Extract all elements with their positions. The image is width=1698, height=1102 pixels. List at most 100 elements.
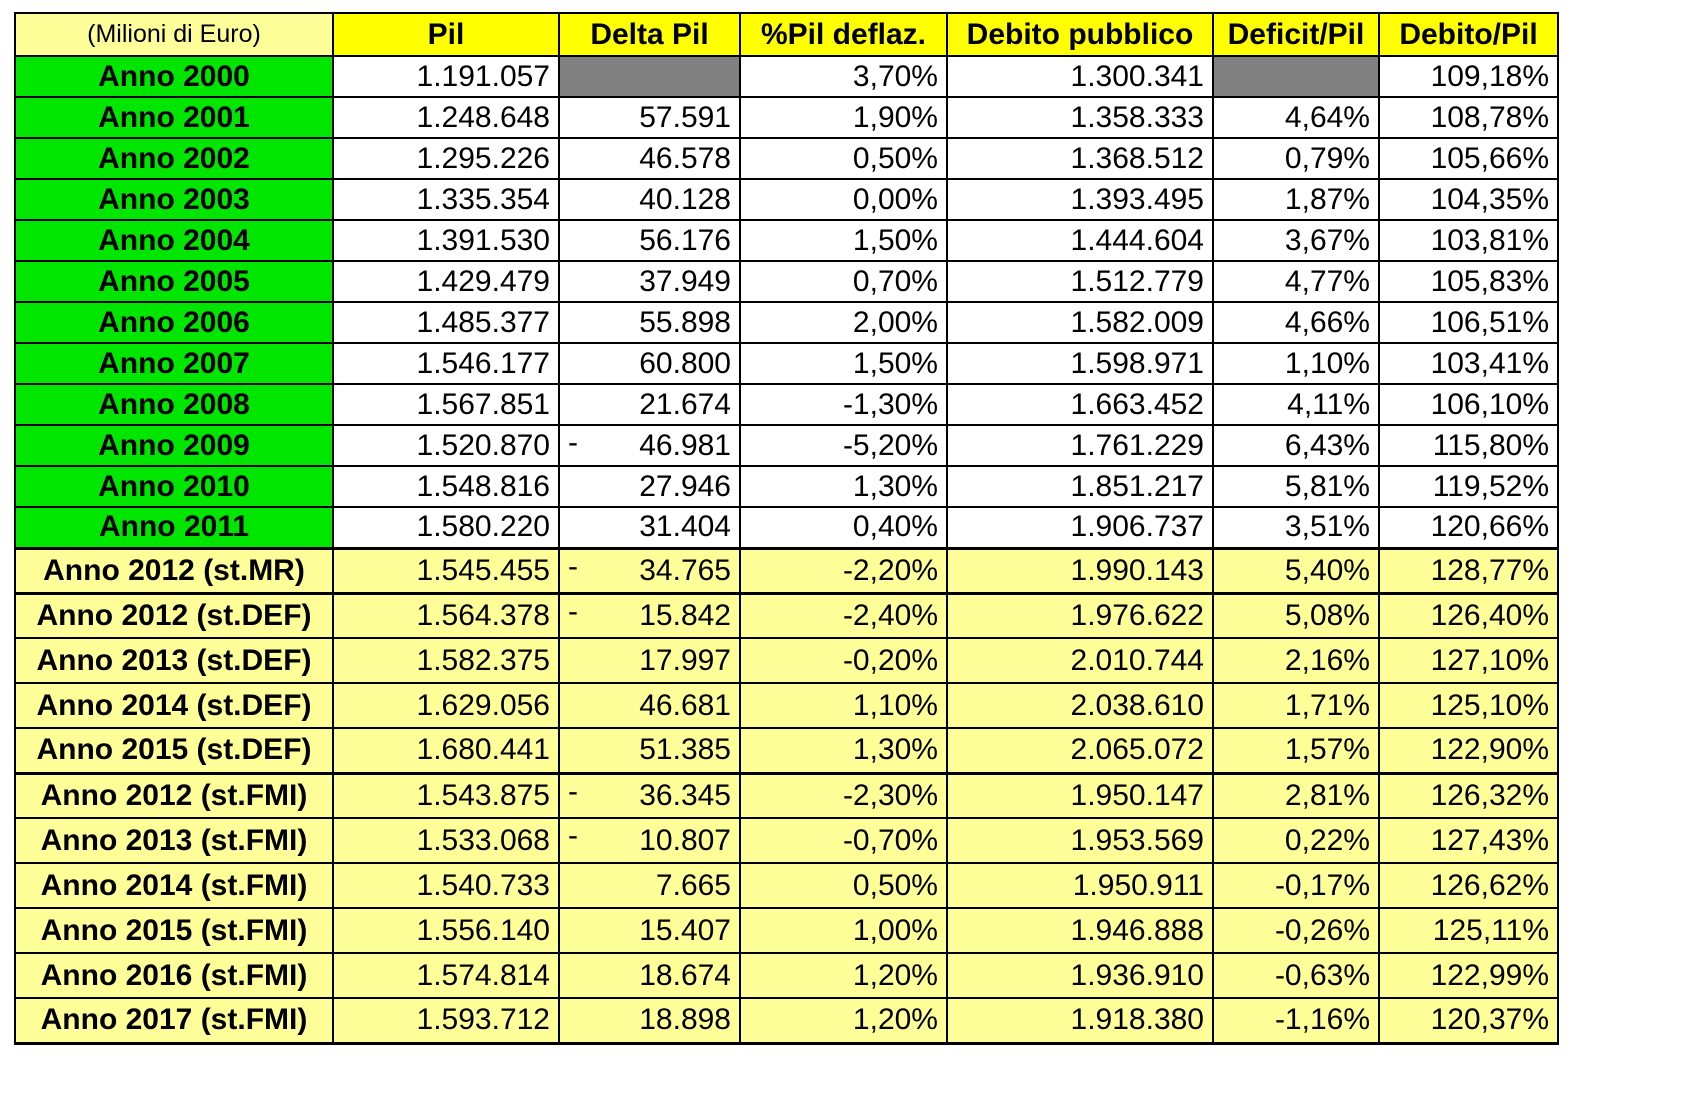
row-label: Anno 2013 (st.DEF) (14, 637, 334, 684)
table-row: Anno 2001 1.248.648 57.591 1,90% 1.358.333 4,… (14, 96, 1559, 139)
cell-delta-pil: - 46.981 (558, 424, 741, 467)
cell-deficit-pil: 4,11% (1212, 383, 1380, 426)
cell-delta-pil: - 10.807 (558, 817, 741, 864)
cell-deficit-pil: 1,10% (1212, 342, 1380, 385)
cell-debito-pil: 120,37% (1378, 997, 1559, 1045)
cell-delta-pil: 40.128 (558, 178, 741, 221)
cell-delta-pil: - 15.842 (558, 591, 741, 639)
cell-delta-pil: 60.800 (558, 342, 741, 385)
cell-deficit-pil: -0,63% (1212, 952, 1380, 999)
table-body: Anno 2000 1.191.057 3,70% 1.300.341 109,18% A… (14, 55, 1559, 1045)
cell-delta-pil: 37.949 (558, 260, 741, 303)
cell-pil: 1.680.441 (332, 727, 560, 774)
delta-value: 37.949 (639, 264, 731, 298)
delta-value: 18.674 (639, 958, 731, 992)
header-deficit-pil: Deficit/Pil (1212, 12, 1380, 57)
cell-pil-deflaz: -0,20% (739, 637, 948, 684)
cell-delta-pil: 51.385 (558, 727, 741, 774)
cell-pil-deflaz: 1,20% (739, 952, 948, 999)
delta-value: 46.681 (639, 688, 731, 722)
cell-debito-pubblico: 1.300.341 (946, 55, 1214, 98)
cell-debito-pubblico: 1.976.622 (946, 591, 1214, 639)
cell-deficit-pil: 0,79% (1212, 137, 1380, 180)
delta-value: 10.807 (639, 823, 731, 857)
cell-deficit-pil: 1,71% (1212, 682, 1380, 729)
row-label: Anno 2016 (st.FMI) (14, 952, 334, 999)
row-label: Anno 2002 (14, 137, 334, 180)
cell-delta-pil: 57.591 (558, 96, 741, 139)
spreadsheet: (Milioni di Euro) Pil Delta Pil %Pil def… (14, 12, 1559, 1045)
cell-deficit-pil: 5,81% (1212, 465, 1380, 508)
cell-debito-pubblico: 1.851.217 (946, 465, 1214, 508)
cell-debito-pubblico: 1.582.009 (946, 301, 1214, 344)
cell-deficit-pil: 2,81% (1212, 771, 1380, 819)
cell-pil: 1.295.226 (332, 137, 560, 180)
cell-pil-deflaz: 1,50% (739, 219, 948, 262)
row-label: Anno 2008 (14, 383, 334, 426)
table-row: Anno 2012 (st.FMI) 1.543.875- 36.345 -2,30%… (14, 771, 1559, 819)
cell-debito-pubblico: 2.038.610 (946, 682, 1214, 729)
cell-pil-deflaz: 1,50% (739, 342, 948, 385)
cell-debito-pubblico: 1.663.452 (946, 383, 1214, 426)
row-label: Anno 2015 (st.FMI) (14, 907, 334, 954)
delta-sign: - (568, 426, 578, 459)
cell-delta-pil: 31.404 (558, 506, 741, 549)
row-label: Anno 2009 (14, 424, 334, 467)
table-row: Anno 2014 (st.FMI) 1.540.733 7.665 0,50% 1.9… (14, 862, 1559, 909)
cell-pil-deflaz: 3,70% (739, 55, 948, 98)
delta-value: 56.176 (639, 223, 731, 257)
row-label: Anno 2004 (14, 219, 334, 262)
table-row: Anno 2005 1.429.479 37.949 0,70% 1.512.779 4,… (14, 260, 1559, 303)
cell-pil: 1.546.177 (332, 342, 560, 385)
header-row: (Milioni di Euro) Pil Delta Pil %Pil def… (14, 12, 1559, 57)
cell-debito-pil: 126,32% (1378, 771, 1559, 819)
cell-pil: 1.580.220 (332, 506, 560, 549)
cell-pil: 1.574.814 (332, 952, 560, 999)
cell-debito-pil: 128,77% (1378, 546, 1559, 594)
table-row: Anno 2012 (st.MR) 1.545.455-34.765 -2,20% 1… (14, 546, 1559, 594)
table-row: Anno 2008 1.567.851 21.674 -1,30% 1.663.452 4… (14, 383, 1559, 426)
cell-delta-pil: 15.407 (558, 907, 741, 954)
cell-deficit-pil: 3,67% (1212, 219, 1380, 262)
cell-delta-pil: 17.997 (558, 637, 741, 684)
cell-debito-pil: 105,66% (1378, 137, 1559, 180)
row-label: Anno 2015 (st.DEF) (14, 727, 334, 774)
cell-deficit-pil: -1,16% (1212, 997, 1380, 1045)
delta-sign: - (568, 774, 578, 808)
cell-debito-pil: 125,10% (1378, 682, 1559, 729)
cell-pil: 1.391.530 (332, 219, 560, 262)
row-label: Anno 2017 (st.FMI) (14, 997, 334, 1045)
cell-delta-pil: 21.674 (558, 383, 741, 426)
row-label: Anno 2007 (14, 342, 334, 385)
cell-pil-deflaz: 0,50% (739, 137, 948, 180)
cell-delta-pil: 18.898 (558, 997, 741, 1045)
table-row: Anno 2013 (st.FMI) 1.533.068- 10.807 -0,70%… (14, 817, 1559, 864)
table-row: Anno 2013 (st.DEF) 1.582.375 17.997 -0,20% 2… (14, 637, 1559, 684)
cell-pil: 1.545.455 (332, 546, 560, 594)
table-row: Anno 2010 1.548.816 27.946 1,30% 1.851.217 5,… (14, 465, 1559, 508)
delta-sign: - (568, 819, 578, 852)
cell-debito-pil: 106,10% (1378, 383, 1559, 426)
cell-debito-pubblico: 1.368.512 (946, 137, 1214, 180)
row-label: Anno 2001 (14, 96, 334, 139)
row-label: Anno 2014 (st.FMI) (14, 862, 334, 909)
delta-value: 17.997 (639, 643, 731, 677)
cell-debito-pubblico: 1.598.971 (946, 342, 1214, 385)
cell-debito-pil: 125,11% (1378, 907, 1559, 954)
cell-debito-pubblico: 1.512.779 (946, 260, 1214, 303)
row-label: Anno 2011 (14, 506, 334, 549)
cell-deficit-pil: -0,26% (1212, 907, 1380, 954)
cell-pil-deflaz: 2,00% (739, 301, 948, 344)
cell-debito-pil: 119,52% (1378, 465, 1559, 508)
cell-pil: 1.248.648 (332, 96, 560, 139)
cell-pil: 1.564.378 (332, 591, 560, 639)
delta-value: 31.404 (639, 510, 731, 544)
delta-value: 21.674 (639, 387, 731, 421)
cell-deficit-pil: 4,66% (1212, 301, 1380, 344)
header-delta-pil: Delta Pil (558, 12, 741, 57)
row-label: Anno 2012 (st.FMI) (14, 771, 334, 819)
table-row: Anno 2012 (st.DEF) 1.564.378- 15.842 -2,40%… (14, 591, 1559, 639)
delta-value: 15.842 (639, 598, 731, 632)
cell-delta-pil: 46.681 (558, 682, 741, 729)
cell-pil: 1.335.354 (332, 178, 560, 221)
